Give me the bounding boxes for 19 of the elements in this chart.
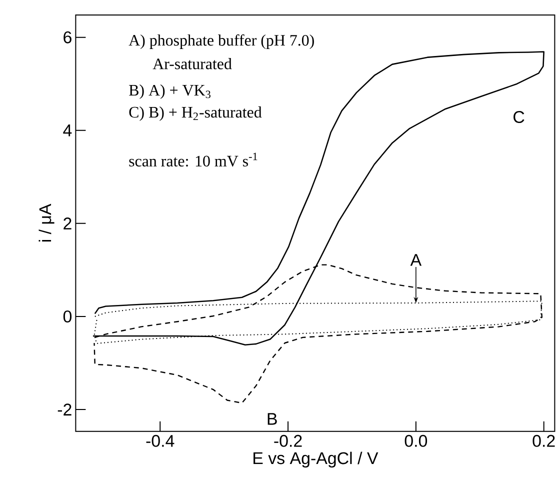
annotation: A [410, 254, 422, 266]
y-tick-label: -2 [58, 404, 72, 416]
annotation: B [268, 413, 277, 425]
y-tick-label: 0 [63, 310, 72, 322]
y-tick-label: 4 [63, 124, 72, 136]
y-axis-title: i / μA [38, 204, 54, 242]
y-tick-label: 6 [64, 31, 72, 44]
x-tick-label: -0.4 [146, 434, 174, 447]
x-tick-label: 0.0 [404, 434, 428, 447]
y-tick-label: 2 [64, 218, 72, 230]
annotation: scan rate: 10 mV s$^{-1}$ [129, 152, 258, 167]
annotation: C) B) + H$_{2}$-saturated [129, 106, 262, 121]
x-tick-label: 0.2 [532, 434, 555, 447]
annotation: C [514, 111, 524, 124]
x-axis-title: E vs Ag-AgCl / V [254, 452, 378, 468]
annotation: Ar-saturated [152, 58, 232, 70]
annotation: A) phosphate buffer (pH 7.0) [128, 34, 314, 49]
annotation: B) A) + VK$_{3}$ [129, 84, 210, 99]
x-tick-label: -0.2 [274, 434, 302, 447]
